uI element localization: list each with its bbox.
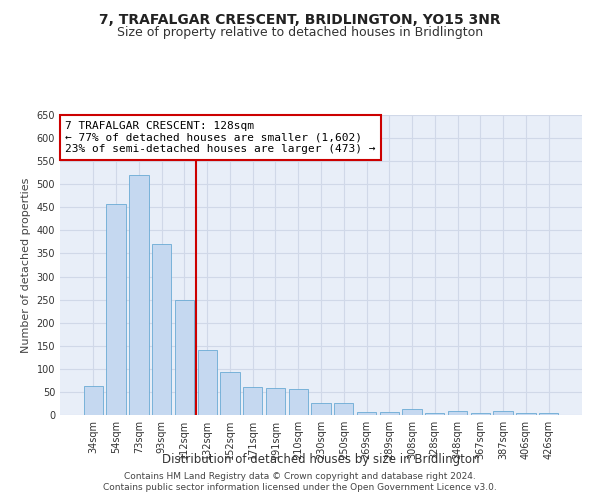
Bar — [84, 386, 103, 415]
Bar — [152, 244, 172, 415]
Bar — [197, 350, 217, 415]
Bar — [106, 204, 126, 415]
Bar — [516, 413, 536, 415]
Text: 7, TRAFALGAR CRESCENT, BRIDLINGTON, YO15 3NR: 7, TRAFALGAR CRESCENT, BRIDLINGTON, YO15… — [99, 12, 501, 26]
Text: 7 TRAFALGAR CRESCENT: 128sqm
← 77% of detached houses are smaller (1,602)
23% of: 7 TRAFALGAR CRESCENT: 128sqm ← 77% of de… — [65, 121, 376, 154]
Text: Size of property relative to detached houses in Bridlington: Size of property relative to detached ho… — [117, 26, 483, 39]
Bar — [403, 410, 422, 415]
Bar — [311, 403, 331, 415]
Text: Contains public sector information licensed under the Open Government Licence v3: Contains public sector information licen… — [103, 484, 497, 492]
Bar — [493, 412, 513, 415]
Bar — [289, 388, 308, 415]
Bar — [175, 300, 194, 415]
Text: Distribution of detached houses by size in Bridlington: Distribution of detached houses by size … — [162, 452, 480, 466]
Bar — [470, 413, 490, 415]
Y-axis label: Number of detached properties: Number of detached properties — [21, 178, 31, 352]
Text: Contains HM Land Registry data © Crown copyright and database right 2024.: Contains HM Land Registry data © Crown c… — [124, 472, 476, 481]
Bar — [380, 412, 399, 415]
Bar — [357, 412, 376, 415]
Bar — [220, 372, 239, 415]
Bar — [129, 174, 149, 415]
Bar — [425, 412, 445, 415]
Bar — [334, 403, 353, 415]
Bar — [243, 387, 262, 415]
Bar — [448, 412, 467, 415]
Bar — [266, 388, 285, 415]
Bar — [539, 412, 558, 415]
